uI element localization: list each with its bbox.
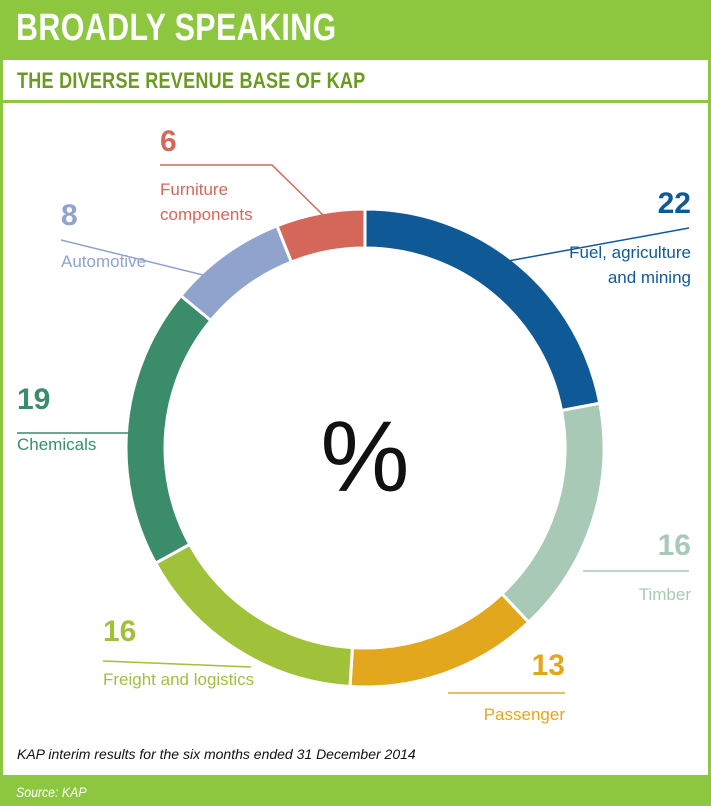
- leader-line-6: [60, 239, 204, 276]
- slice-category-label-3: Passenger: [484, 705, 566, 724]
- slice-category-label-6: Automotive: [61, 252, 146, 271]
- leader-line-1: [507, 227, 690, 262]
- slice-category-label-7-line-2: components: [160, 205, 253, 224]
- leader-line-7: [160, 164, 324, 216]
- center-percent-label: %: [321, 401, 410, 513]
- chart-panel: 22 Fuel, agriculture and mining 16 Timber 13 P…: [3, 103, 708, 775]
- donut-slice-1: [363, 207, 602, 413]
- donut-slice-2: [499, 401, 606, 625]
- slice-value-label-2: 16: [658, 529, 691, 562]
- donut-slices: [124, 207, 606, 689]
- slice-value-label-6: 8: [61, 199, 78, 232]
- footer-bar: Source: KAP: [0, 778, 711, 806]
- source-note: Source: KAP: [16, 784, 87, 800]
- chart-note: KAP interim results for the six months e…: [17, 746, 416, 762]
- slice-value-label-5: 19: [17, 383, 50, 416]
- slice-value-label-7: 6: [160, 125, 177, 158]
- slice-category-label-1-line-2: and mining: [608, 268, 691, 287]
- donut-slice-5: [124, 293, 214, 566]
- chart-subtitle: THE DIVERSE REVENUE BASE OF KAP: [17, 68, 366, 93]
- slice-category-label-7-line-1: Furniture: [160, 180, 228, 199]
- slice-category-label-4: Freight and logistics: [103, 670, 254, 689]
- page-title: BROADLY SPEAKING: [16, 7, 337, 49]
- donut-slice-7: [275, 207, 367, 264]
- donut-slice-4: [153, 542, 355, 689]
- title-bar: BROADLY SPEAKING: [0, 0, 711, 60]
- slice-labels: 22 Fuel, agriculture and mining 16 Timber 13 P…: [17, 125, 691, 724]
- slice-category-label-2: Timber: [639, 585, 692, 604]
- leader-lines: [17, 164, 690, 694]
- slice-value-label-1: 22: [658, 187, 691, 220]
- donut-slice-3: [348, 591, 531, 689]
- slice-category-label-5: Chemicals: [17, 435, 96, 454]
- slice-value-label-3: 13: [532, 649, 565, 682]
- donut-chart: 22 Fuel, agriculture and mining 16 Timber 13 P…: [17, 125, 691, 762]
- slice-value-label-4: 16: [103, 615, 136, 648]
- subtitle-bar: THE DIVERSE REVENUE BASE OF KAP: [3, 60, 708, 100]
- leader-line-4: [102, 660, 252, 668]
- slice-category-label-1-line-1: Fuel, agriculture: [569, 243, 691, 262]
